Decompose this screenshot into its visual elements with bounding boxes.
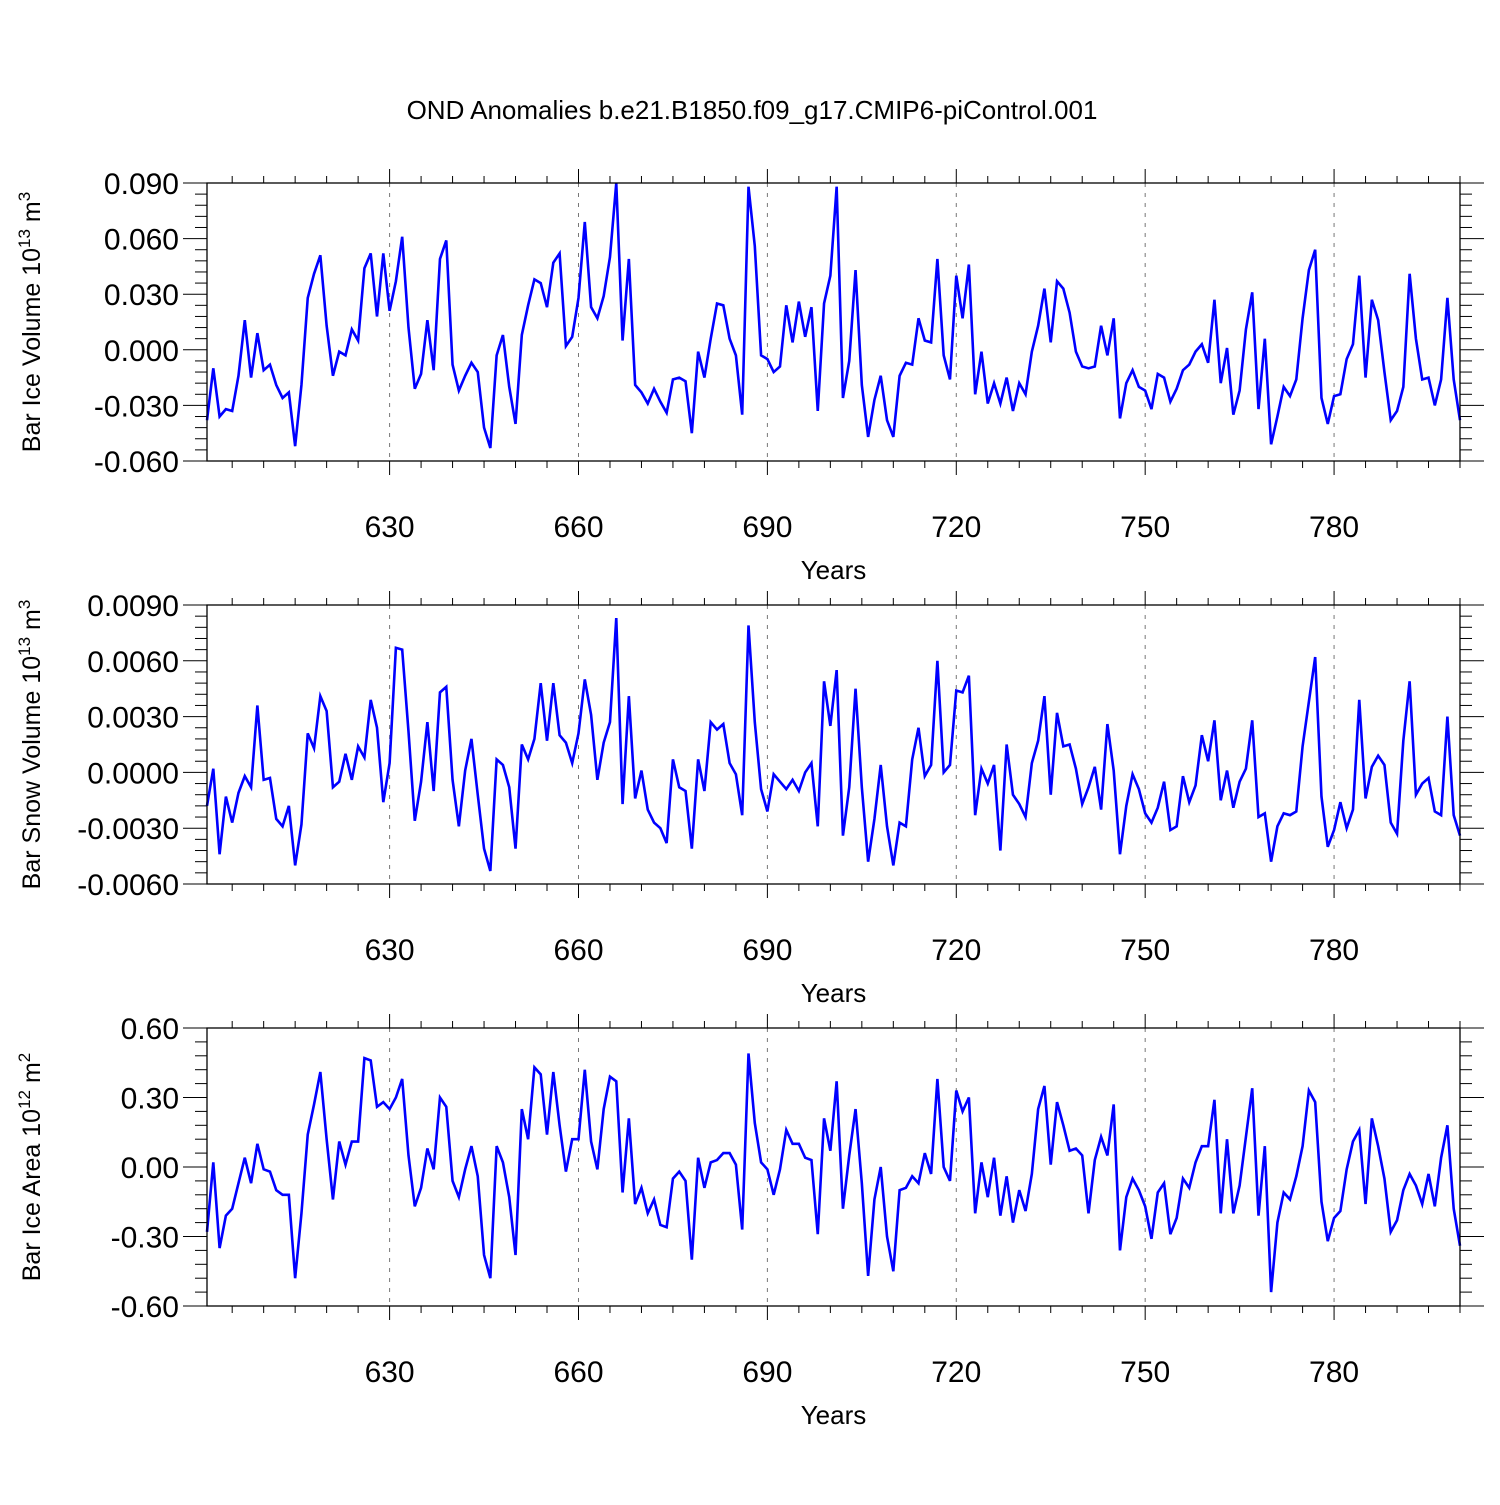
x-tick-label: 780 xyxy=(1309,934,1359,967)
x-tick-label: 780 xyxy=(1309,1356,1359,1389)
series-line xyxy=(205,182,1462,449)
chart-panel-3: -0.60 -0.30 0.00 0.30 0.60 630 660 690 720 750 780… xyxy=(15,1013,1484,1430)
chart-panel-1: -0.060 -0.030 0.000 0.030 0.060 0.090 630 660 69… xyxy=(15,168,1484,585)
y-tick-label: 0.000 xyxy=(104,335,179,368)
y-tick-label: 0.030 xyxy=(104,279,179,312)
plot-frame xyxy=(206,604,1461,885)
y-tick-label: 0.060 xyxy=(104,224,179,257)
y-tick-label: 0.0000 xyxy=(87,757,179,790)
x-tick-label: 660 xyxy=(553,934,603,967)
x-axis-label: Years xyxy=(801,1400,867,1430)
x-axis-label: Years xyxy=(801,978,867,1008)
x-tick-label: 660 xyxy=(553,511,603,544)
y-axis-label: Bar Ice Volume 1013 m3 xyxy=(15,192,46,452)
y-axis-label-text: Bar Snow Volume 10 xyxy=(18,656,46,889)
x-tick-label: 750 xyxy=(1120,511,1170,544)
x-tick-label: 720 xyxy=(931,1356,981,1389)
panels: -0.060 -0.030 0.000 0.030 0.060 0.090 630 660 69… xyxy=(15,168,1484,1430)
y-tick-label: -0.060 xyxy=(94,446,179,479)
y-axis-label-superscript: 3 xyxy=(15,600,34,609)
y-tick-label: 0.0060 xyxy=(87,646,179,679)
x-tick-label: 690 xyxy=(742,511,792,544)
y-axis-label-superscript: 13 xyxy=(15,229,34,248)
y-axis-label-superscript: 3 xyxy=(15,192,34,201)
y-tick-label: 0.30 xyxy=(121,1083,179,1116)
y-axis-label-text: m xyxy=(18,1062,46,1090)
y-tick-label: 0.00 xyxy=(121,1152,179,1185)
x-tick-label: 780 xyxy=(1309,511,1359,544)
series-line xyxy=(205,617,1462,872)
y-axis-label-superscript: 2 xyxy=(15,1053,34,1062)
x-tick-label: 720 xyxy=(931,934,981,967)
x-tick-label: 720 xyxy=(931,511,981,544)
chart-title: OND Anomalies b.e21.B1850.f09_g17.CMIP6-… xyxy=(407,95,1098,125)
y-axis-label-text: m xyxy=(18,609,46,637)
plot-frame xyxy=(206,182,1461,462)
y-axis-label-text: Bar Ice Volume 10 xyxy=(18,248,46,452)
y-axis-label-superscript: 13 xyxy=(15,637,34,656)
chart-panel-2: -0.0060 -0.0030 0.0000 0.0030 0.0060 0.0090 63… xyxy=(15,590,1484,1008)
y-tick-label: 0.0090 xyxy=(87,590,179,623)
y-tick-label: -0.0030 xyxy=(77,813,179,846)
plot-frame xyxy=(206,1027,1461,1307)
y-tick-label: -0.030 xyxy=(94,390,179,423)
y-axis-label-text: m xyxy=(18,201,46,229)
y-tick-label: -0.0060 xyxy=(77,869,179,902)
y-tick-label: 0.090 xyxy=(104,168,179,201)
y-axis-label: Bar Snow Volume 1013 m3 xyxy=(15,600,46,890)
y-tick-label: 0.60 xyxy=(121,1013,179,1046)
y-axis-label: Bar Ice Area 1012 m2 xyxy=(15,1053,46,1282)
x-tick-label: 750 xyxy=(1120,934,1170,967)
y-axis-label-text: Bar Ice Area 10 xyxy=(18,1109,46,1281)
x-tick-label: 630 xyxy=(365,511,415,544)
y-tick-label: -0.60 xyxy=(111,1291,179,1324)
x-tick-label: 750 xyxy=(1120,1356,1170,1389)
y-tick-label: 0.0030 xyxy=(87,702,179,735)
x-tick-label: 660 xyxy=(553,1356,603,1389)
x-axis-label: Years xyxy=(801,555,867,585)
x-tick-label: 690 xyxy=(742,934,792,967)
x-tick-label: 630 xyxy=(365,1356,415,1389)
y-axis-label-superscript: 12 xyxy=(15,1090,34,1109)
y-tick-label: -0.30 xyxy=(111,1222,179,1255)
x-tick-label: 630 xyxy=(365,934,415,967)
x-tick-label: 690 xyxy=(742,1356,792,1389)
series-line xyxy=(205,1053,1462,1293)
